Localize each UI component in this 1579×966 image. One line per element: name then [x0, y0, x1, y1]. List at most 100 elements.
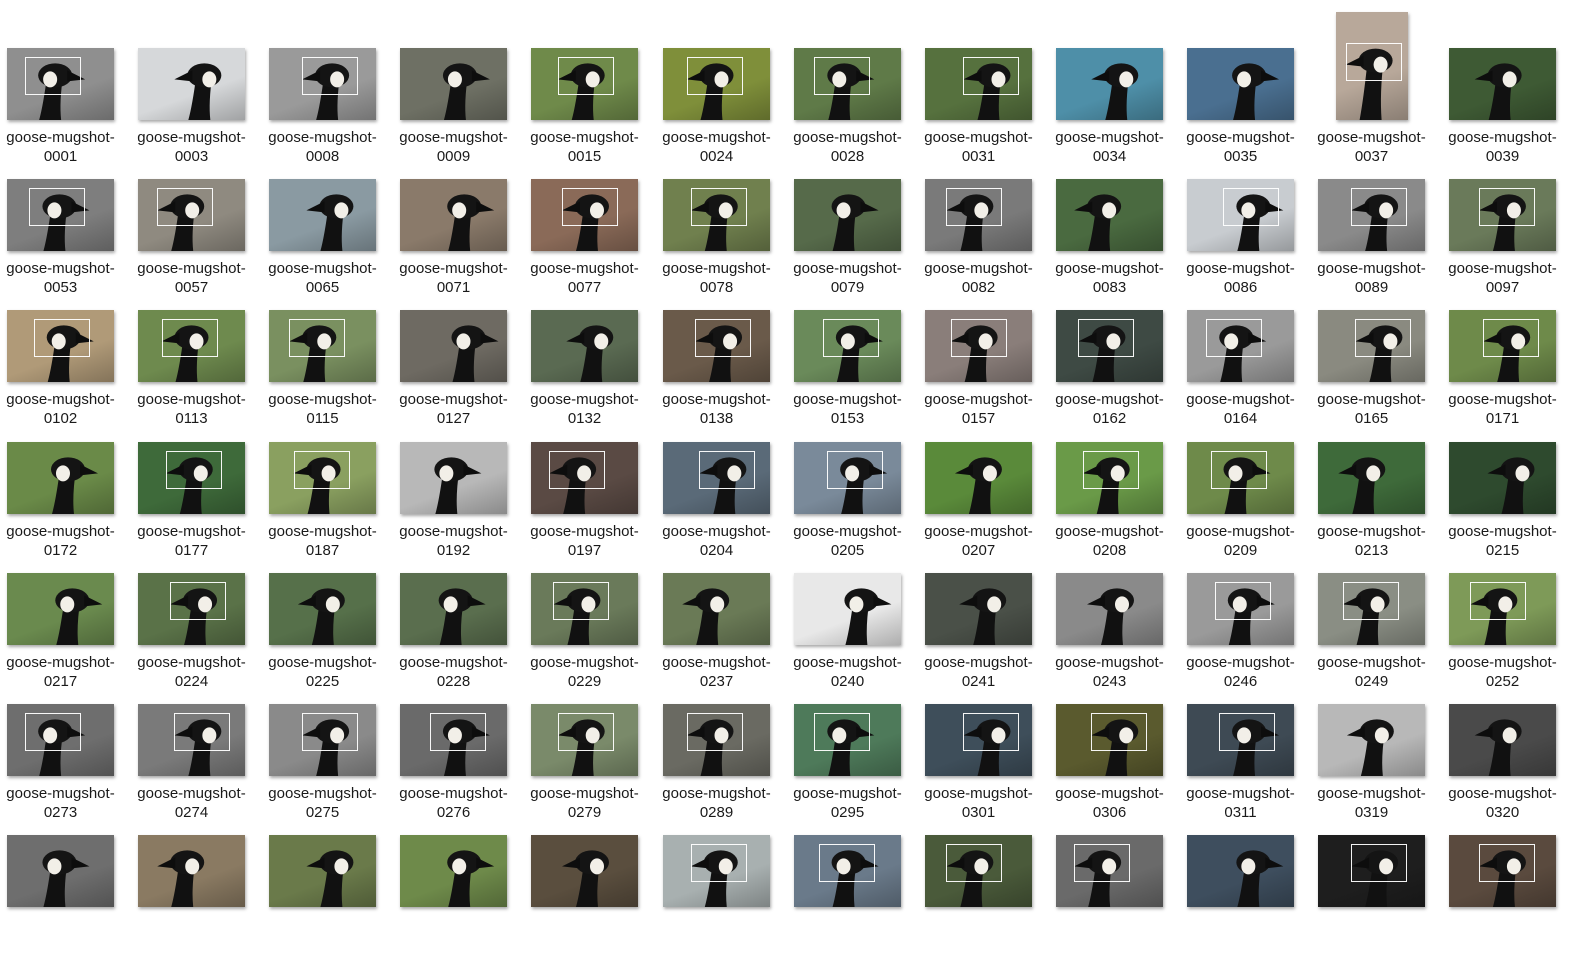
file-item[interactable]: goose-mugshot- 0241 — [924, 573, 1056, 704]
file-item[interactable]: goose-mugshot- 0217 — [6, 573, 138, 704]
file-thumbnail[interactable] — [1318, 442, 1425, 514]
file-thumbnail[interactable] — [7, 704, 114, 776]
file-thumbnail[interactable] — [794, 310, 901, 382]
file-item[interactable] — [400, 835, 531, 966]
file-item[interactable]: goose-mugshot- 0132 — [530, 310, 662, 441]
file-thumbnail[interactable] — [663, 573, 770, 645]
file-item[interactable]: goose-mugshot- 0083 — [1055, 179, 1187, 310]
file-item[interactable]: goose-mugshot- 0008 — [268, 48, 400, 179]
file-item[interactable]: goose-mugshot- 0028 — [793, 48, 925, 179]
file-thumbnail[interactable] — [925, 310, 1032, 382]
file-thumbnail[interactable] — [1056, 704, 1163, 776]
file-item[interactable]: goose-mugshot- 0295 — [793, 704, 925, 835]
file-thumbnail[interactable] — [663, 704, 770, 776]
file-thumbnail[interactable] — [1449, 442, 1556, 514]
file-thumbnail[interactable] — [794, 48, 901, 120]
file-item[interactable]: goose-mugshot- 0240 — [793, 573, 925, 704]
file-thumbnail[interactable] — [1056, 573, 1163, 645]
file-thumbnail[interactable] — [1449, 573, 1556, 645]
file-item[interactable]: goose-mugshot- 0319 — [1317, 704, 1449, 835]
file-thumbnail[interactable] — [925, 179, 1032, 251]
file-item[interactable] — [1449, 835, 1579, 966]
file-item[interactable] — [794, 835, 925, 966]
file-item[interactable]: goose-mugshot- 0172 — [6, 442, 138, 573]
file-thumbnail[interactable] — [1056, 48, 1163, 120]
file-item[interactable]: goose-mugshot- 0209 — [1186, 442, 1318, 573]
file-thumbnail[interactable] — [1336, 12, 1408, 120]
file-item[interactable]: goose-mugshot- 0177 — [137, 442, 269, 573]
file-thumbnail[interactable] — [400, 179, 507, 251]
file-item[interactable]: goose-mugshot- 0031 — [924, 48, 1056, 179]
file-item[interactable]: goose-mugshot- 0237 — [662, 573, 794, 704]
file-item[interactable]: goose-mugshot- 0115 — [268, 310, 400, 441]
file-item[interactable]: goose-mugshot- 0192 — [399, 442, 531, 573]
file-item[interactable]: goose-mugshot- 0273 — [6, 704, 138, 835]
file-item[interactable]: goose-mugshot- 0279 — [530, 704, 662, 835]
file-thumbnail[interactable] — [1318, 573, 1425, 645]
file-item[interactable]: goose-mugshot- 0275 — [268, 704, 400, 835]
file-item[interactable]: goose-mugshot- 0197 — [530, 442, 662, 573]
file-thumbnail[interactable] — [1056, 310, 1163, 382]
file-item[interactable]: goose-mugshot- 0127 — [399, 310, 531, 441]
file-item[interactable] — [269, 835, 400, 966]
file-item[interactable]: goose-mugshot- 0301 — [924, 704, 1056, 835]
file-thumbnail[interactable] — [138, 179, 245, 251]
file-item[interactable]: goose-mugshot- 0009 — [399, 48, 531, 179]
file-thumbnail[interactable] — [1318, 835, 1425, 907]
file-item[interactable]: goose-mugshot- 0035 — [1186, 48, 1318, 179]
file-item[interactable]: goose-mugshot- 0274 — [137, 704, 269, 835]
file-thumbnail[interactable] — [1056, 179, 1163, 251]
file-thumbnail[interactable] — [794, 835, 901, 907]
file-thumbnail[interactable] — [1449, 835, 1556, 907]
file-thumbnail[interactable] — [925, 48, 1032, 120]
file-item[interactable]: goose-mugshot- 0102 — [6, 310, 138, 441]
file-item[interactable]: goose-mugshot- 0243 — [1055, 573, 1187, 704]
file-thumbnail[interactable] — [1056, 442, 1163, 514]
file-item[interactable]: goose-mugshot- 0057 — [137, 179, 269, 310]
file-item[interactable]: goose-mugshot- 0001 — [6, 48, 138, 179]
file-thumbnail[interactable] — [269, 704, 376, 776]
file-item[interactable] — [138, 835, 269, 966]
file-thumbnail[interactable] — [7, 179, 114, 251]
file-thumbnail[interactable] — [794, 704, 901, 776]
file-thumbnail[interactable] — [400, 48, 507, 120]
file-item[interactable]: goose-mugshot- 0225 — [268, 573, 400, 704]
file-item[interactable]: goose-mugshot- 0089 — [1317, 179, 1449, 310]
file-thumbnail[interactable] — [1318, 179, 1425, 251]
file-item[interactable]: goose-mugshot- 0037 — [1317, 12, 1449, 179]
file-item[interactable]: goose-mugshot- 0252 — [1448, 573, 1579, 704]
file-thumbnail[interactable] — [1187, 704, 1294, 776]
file-thumbnail[interactable] — [269, 179, 376, 251]
file-thumbnail[interactable] — [138, 442, 245, 514]
file-thumbnail[interactable] — [1187, 48, 1294, 120]
file-thumbnail[interactable] — [531, 573, 638, 645]
file-item[interactable]: goose-mugshot- 0113 — [137, 310, 269, 441]
file-item[interactable]: goose-mugshot- 0079 — [793, 179, 925, 310]
file-thumbnail[interactable] — [138, 310, 245, 382]
file-thumbnail[interactable] — [7, 573, 114, 645]
file-thumbnail[interactable] — [925, 573, 1032, 645]
file-item[interactable] — [663, 835, 794, 966]
file-thumbnail[interactable] — [1449, 310, 1556, 382]
file-item[interactable]: goose-mugshot- 0065 — [268, 179, 400, 310]
file-thumbnail[interactable] — [1449, 704, 1556, 776]
file-item[interactable]: goose-mugshot- 0205 — [793, 442, 925, 573]
file-thumbnail[interactable] — [7, 310, 114, 382]
file-thumbnail[interactable] — [7, 442, 114, 514]
file-item[interactable]: goose-mugshot- 0228 — [399, 573, 531, 704]
file-thumbnail[interactable] — [7, 835, 114, 907]
file-item[interactable]: goose-mugshot- 0224 — [137, 573, 269, 704]
file-item[interactable]: goose-mugshot- 0311 — [1186, 704, 1318, 835]
file-item[interactable]: goose-mugshot- 0320 — [1448, 704, 1579, 835]
file-item[interactable]: goose-mugshot- 0015 — [530, 48, 662, 179]
file-item[interactable]: goose-mugshot- 0246 — [1186, 573, 1318, 704]
file-item[interactable]: goose-mugshot- 0053 — [6, 179, 138, 310]
file-thumbnail[interactable] — [663, 48, 770, 120]
file-item[interactable] — [925, 835, 1056, 966]
file-item[interactable]: goose-mugshot- 0077 — [530, 179, 662, 310]
file-thumbnail[interactable] — [400, 573, 507, 645]
file-item[interactable]: goose-mugshot- 0086 — [1186, 179, 1318, 310]
file-thumbnail[interactable] — [1318, 310, 1425, 382]
file-item[interactable]: goose-mugshot- 0162 — [1055, 310, 1187, 441]
file-item[interactable]: goose-mugshot- 0213 — [1317, 442, 1449, 573]
